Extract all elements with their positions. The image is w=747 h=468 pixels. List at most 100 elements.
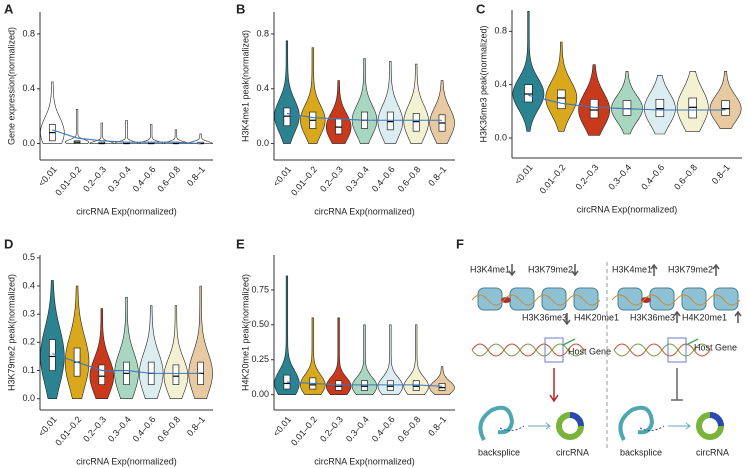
violin xyxy=(351,324,378,395)
arrow xyxy=(528,422,551,430)
x-tick-label: 0.4–0.6 xyxy=(370,164,397,193)
violin xyxy=(512,11,545,132)
x-tick-label: 0.01–0.2 xyxy=(289,414,319,447)
x-tick-label: 0.8–1 xyxy=(710,162,732,186)
y-tick-label: 0.4 xyxy=(256,83,269,93)
box xyxy=(172,364,180,385)
y-tick-label: 0.8 xyxy=(494,26,507,36)
nucleosome xyxy=(477,287,503,311)
box xyxy=(556,89,566,110)
circrna-label: circRNA xyxy=(696,447,729,457)
x-tick-label: 0.3–0.4 xyxy=(344,414,371,443)
y-tick-label: 0.25 xyxy=(251,354,269,364)
box xyxy=(386,380,394,391)
arrow xyxy=(685,338,699,346)
arrow xyxy=(549,368,559,403)
dna-helix xyxy=(471,343,585,357)
x-axis-title: circRNA Exp(normalized) xyxy=(76,456,177,466)
circrna-label: circRNA xyxy=(556,447,589,457)
x-tick-label: 0.3–0.4 xyxy=(344,164,371,193)
violin xyxy=(138,305,164,400)
x-tick-label: 0.01–0.2 xyxy=(537,162,567,195)
histone-mark: H3K79me2 xyxy=(528,264,573,274)
box xyxy=(655,98,665,118)
trend-line xyxy=(52,129,201,145)
marker xyxy=(501,297,511,303)
histone-mark: H4K20me1 xyxy=(574,312,619,322)
panel-letter: E xyxy=(236,236,245,251)
x-tick-label: <0.01 xyxy=(36,414,58,438)
violin xyxy=(64,285,90,400)
box xyxy=(335,118,343,135)
up-arrow xyxy=(673,310,681,323)
nucleosome xyxy=(649,287,675,311)
y-tick-label: 0.8 xyxy=(22,28,35,38)
violin xyxy=(545,41,578,132)
violin xyxy=(377,324,404,395)
violin xyxy=(188,133,213,144)
x-tick-label: 0.4–0.6 xyxy=(370,414,397,443)
gene-box xyxy=(667,337,687,363)
trend-line xyxy=(528,94,726,111)
violin xyxy=(89,308,115,400)
x-tick-label: 0.8–1 xyxy=(426,164,448,188)
panel-letter: A xyxy=(4,1,14,16)
nucleosome xyxy=(617,287,643,311)
box xyxy=(49,339,56,371)
y-tick-label: 0.0 xyxy=(22,393,35,403)
x-axis-title: circRNA Exp(normalized) xyxy=(577,204,678,214)
up-arrow xyxy=(650,263,658,276)
violin xyxy=(351,58,378,144)
dna xyxy=(611,294,741,306)
box xyxy=(98,364,106,385)
x-tick-label: 0.01–0.2 xyxy=(289,164,319,197)
dna-helix xyxy=(613,343,711,357)
left-scheme: H3K4me1 H3K79me2 H3K36me3 H4K20me1 Host … xyxy=(470,264,619,457)
up-arrow xyxy=(712,263,720,276)
x-tick-label: 0.6–0.8 xyxy=(155,414,182,443)
arrow xyxy=(562,338,576,346)
arrow xyxy=(668,422,691,430)
box xyxy=(688,97,698,119)
x-tick-label: 0.3–0.4 xyxy=(106,164,133,193)
circrna-icon xyxy=(569,412,584,427)
violin xyxy=(188,285,213,400)
violin xyxy=(163,129,189,144)
box xyxy=(412,380,420,391)
histone-mark: H3K36me3 xyxy=(630,312,675,322)
violin xyxy=(403,63,429,144)
nucleosome xyxy=(713,287,739,311)
dna-helix xyxy=(471,343,585,357)
x-tick-label: 0.2–0.3 xyxy=(574,162,601,191)
y-tick-label: 0.1 xyxy=(22,365,35,375)
dna xyxy=(471,294,601,306)
panel-letter: D xyxy=(4,236,13,251)
panel: E H4K20me1 peak(normalized) circRNA Exp(no… xyxy=(236,236,455,466)
inhibit xyxy=(671,368,683,401)
y-tick-label: 0.4 xyxy=(494,79,507,89)
histone-mark: H3K79me2 xyxy=(668,264,713,274)
trend-line xyxy=(52,353,201,374)
violin xyxy=(64,108,90,144)
x-axis-title: circRNA Exp(normalized) xyxy=(314,206,415,216)
violin xyxy=(113,119,140,144)
backsplice-link xyxy=(639,425,665,432)
box xyxy=(283,107,291,127)
x-axis-title: circRNA Exp(normalized) xyxy=(314,456,415,466)
violin xyxy=(325,317,352,395)
x-tick-label: 0.2–0.3 xyxy=(81,414,108,443)
y-tick-label: 0.50 xyxy=(251,319,269,329)
x-tick-label: 0.8–1 xyxy=(185,414,207,438)
x-tick-label: 0.2–0.3 xyxy=(318,164,345,193)
lariat xyxy=(478,405,515,441)
violin xyxy=(325,80,352,144)
violin xyxy=(403,324,429,395)
violin xyxy=(163,305,189,400)
y-tick-label: 0.75 xyxy=(251,284,269,294)
histone-mark: H3K36me3 xyxy=(522,312,567,322)
y-tick-label: 0.5 xyxy=(22,252,35,262)
violin xyxy=(429,80,455,144)
x-tick-label: 0.2–0.3 xyxy=(318,414,345,443)
violin xyxy=(89,122,115,144)
y-axis-title: H4K20me1 peak(normalized) xyxy=(240,274,250,391)
